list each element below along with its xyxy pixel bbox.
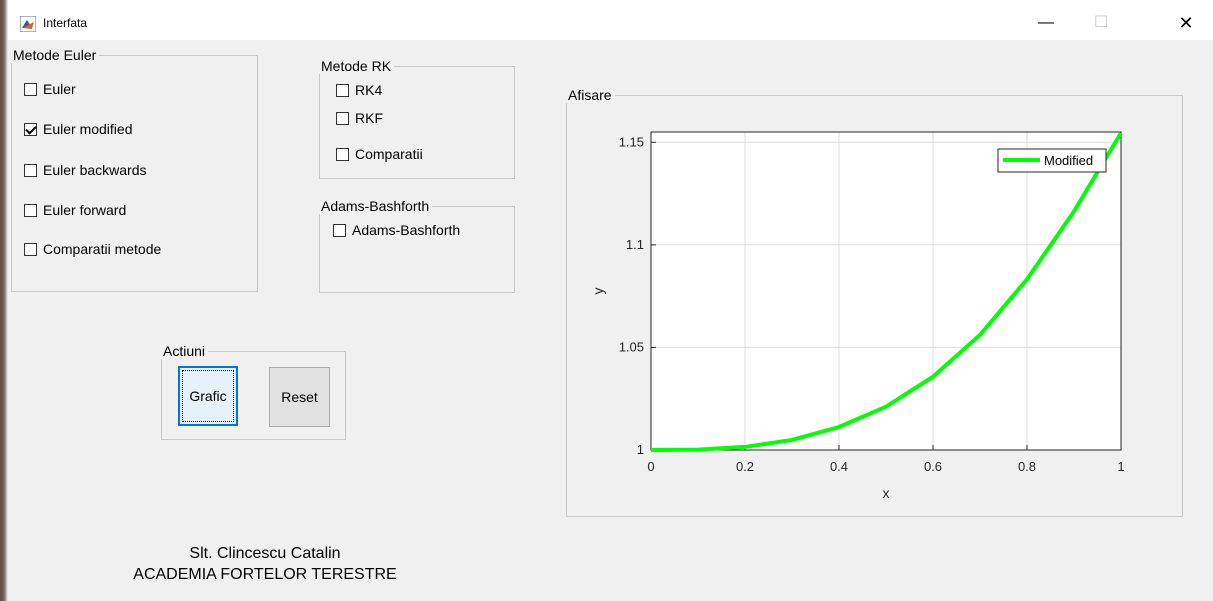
checkbox-adams-bashforth[interactable]: Adams-Bashforth [333,222,460,238]
reset-button[interactable]: Reset [269,367,330,427]
checkbox-label: Comparatii metode [43,241,162,257]
adams-bashforth-panel: Adams-Bashforth [318,198,515,293]
actions-panel-title: Actiuni [160,343,209,359]
checkbox-comparatii-metode[interactable]: Comparatii metode [24,241,161,257]
checkbox-euler[interactable]: Euler [24,81,76,97]
checkbox-label: Comparatii [355,146,423,162]
actions-panel: Actiuni [160,343,346,440]
display-panel-title: Afisare [565,87,615,103]
background-window-edge [0,0,8,601]
title-bar[interactable]: Interfata — ☐ ✕ [8,0,1213,40]
checkbox-box[interactable] [24,82,37,96]
checkbox-label: Euler backwards [43,162,147,178]
checkbox-label: RKF [355,110,383,126]
rk-panel-title: Metode RK [318,58,395,74]
checkbox-label: Euler [43,81,76,97]
author-name: Slt. Clincescu Catalin [189,545,341,562]
close-button[interactable]: ✕ [1178,13,1194,33]
checkbox-euler-forward[interactable]: Euler forward [24,202,126,218]
minimize-button[interactable]: — [1038,14,1054,31]
checkbox-label: Adams-Bashforth [352,222,461,238]
window-title: Interfata [43,16,88,30]
checkbox-label: RK4 [355,82,383,98]
checkbox-box[interactable] [336,83,349,97]
checkbox-box[interactable] [333,223,346,237]
rk-methods-panel: Metode RK [318,58,515,179]
euler-methods-panel: Metode Euler [10,47,258,292]
grafic-button[interactable]: Grafic [178,366,238,426]
checkbox-box[interactable] [336,147,349,161]
checkbox-box[interactable] [336,111,349,125]
checkbox-euler-modified[interactable]: Euler modified [24,121,133,137]
matlab-icon [20,16,36,32]
display-panel: Afisare [565,87,1183,517]
euler-panel-title: Metode Euler [10,47,100,63]
institution-name: ACADEMIA FORTELOR TERESTRE [133,566,397,583]
adams-panel-title: Adams-Bashforth [318,198,433,214]
checkbox-euler-backwards[interactable]: Euler backwards [24,162,147,178]
checkbox-box[interactable] [24,242,37,256]
checkbox-label: Euler forward [43,202,127,218]
checkbox-label: Euler modified [43,121,133,137]
checkbox-box[interactable] [24,203,37,217]
checkbox-rk4[interactable]: RK4 [336,82,382,98]
maximize-button[interactable]: ☐ [1093,14,1109,31]
checkbox-box[interactable] [24,122,37,136]
checkbox-rkf[interactable]: RKF [336,110,383,126]
checkbox-box[interactable] [24,163,37,177]
checkbox-comparatii[interactable]: Comparatii [336,146,423,162]
